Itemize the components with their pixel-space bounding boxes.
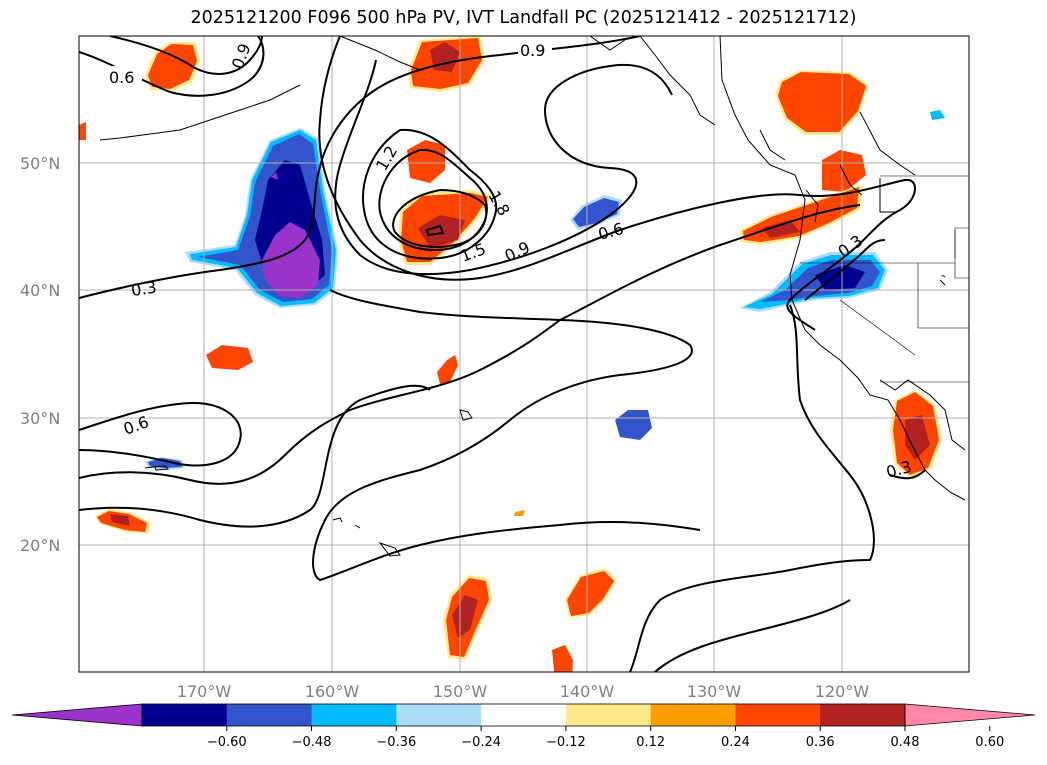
- anomaly-blob: [930, 110, 945, 120]
- contour-line: [109, 36, 263, 75]
- pv-contours: [79, 36, 926, 672]
- colorbar: −0.60 −0.48 −0.36 −0.24 −0.12 0.12 0.24 0.36 0.4…: [11, 703, 1036, 750]
- contour-line: [79, 36, 641, 299]
- colorbar-tick-label: −0.60: [207, 735, 247, 750]
- colorbar-cell: [481, 704, 567, 726]
- contour-line: [312, 289, 701, 582]
- lat-label: 30°N: [20, 409, 60, 428]
- lon-label: 130°W: [687, 682, 742, 701]
- anomaly-blob: [615, 410, 652, 440]
- contour-label: 0.9: [228, 41, 255, 71]
- anomaly-blob: [262, 222, 320, 298]
- anomaly-blob: [148, 458, 182, 468]
- colorbar-frame: [141, 703, 906, 727]
- contour-line: [79, 384, 431, 528]
- colorbar-tick-label: 0.48: [891, 735, 920, 750]
- anomaly-blob: [573, 198, 619, 227]
- colorbar-tick-label: −0.24: [461, 735, 501, 750]
- contour-line: [378, 148, 488, 252]
- lat-label: 20°N: [20, 536, 60, 555]
- lat-label: 50°N: [20, 154, 60, 173]
- contour-label: 0.6: [109, 68, 134, 87]
- contour-line: [654, 599, 851, 672]
- negative-anomaly-regions: [145, 110, 945, 470]
- lon-label: 160°W: [305, 682, 360, 701]
- anomaly-blob: [905, 415, 930, 460]
- contour-line: [629, 304, 875, 672]
- contour-line: [804, 239, 886, 301]
- longitude-labels: 170°W 160°W 150°W 140°W 130°W 120°W: [177, 682, 870, 701]
- colorbar-tick-label: −0.12: [546, 735, 586, 750]
- anomaly-blob: [437, 355, 458, 384]
- contour-label: 1.2: [372, 142, 401, 174]
- anomaly-blob: [148, 44, 197, 89]
- contour-label: 1.8: [485, 188, 514, 220]
- contour-line: [425, 224, 445, 237]
- colorbar-tick-label: −0.48: [292, 735, 332, 750]
- map-frame: [78, 35, 970, 673]
- colorbar-cell: [311, 704, 397, 726]
- colorbar-cell: [565, 704, 652, 726]
- anomaly-blob: [822, 150, 866, 192]
- contour-line: [334, 59, 673, 276]
- graticule: [79, 36, 969, 672]
- colorbar-extend-high: [904, 703, 1036, 727]
- anomaly-blob: [79, 122, 86, 140]
- map-content: 0.6 0.9 0.9 1.2 1.8 1.5 0.9 0.6 0.3 0.3 …: [79, 36, 969, 672]
- anomaly-blob: [815, 265, 865, 290]
- anomaly-blob: [552, 645, 573, 672]
- colorbar-cell: [226, 704, 313, 726]
- colorbar-cell: [142, 704, 228, 726]
- lon-label: 150°W: [433, 682, 488, 701]
- coastlines: [99, 36, 966, 557]
- colorbar-cell: [735, 704, 821, 726]
- anomaly-blob: [110, 514, 130, 526]
- colorbar-cell: [650, 704, 736, 726]
- latitude-labels: 50°N 40°N 30°N 20°N: [20, 154, 60, 555]
- anomaly-blob: [206, 345, 253, 370]
- anomaly-blob: [567, 571, 614, 616]
- colorbar-cell: [396, 704, 482, 726]
- colorbar-tick-label: −0.36: [376, 735, 416, 750]
- anomaly-blob: [514, 510, 525, 516]
- contour-label: 0.9: [520, 41, 545, 60]
- anomaly-blob: [778, 72, 866, 132]
- lon-label: 140°W: [560, 682, 615, 701]
- anomaly-blob: [452, 595, 478, 638]
- contour-line: [362, 128, 498, 260]
- colorbar-tick-label: 0.12: [636, 735, 665, 750]
- colorbar-extend-low: [11, 703, 143, 727]
- contour-line: [79, 401, 242, 467]
- colorbar-tick-label: 0.36: [806, 735, 835, 750]
- colorbar-tick-label: 0.60: [975, 735, 1004, 750]
- anomaly-blob: [407, 140, 445, 183]
- lat-label: 40°N: [20, 281, 60, 300]
- anomaly-blob: [271, 172, 278, 180]
- contour-line: [392, 189, 488, 248]
- contour-line: [889, 469, 926, 480]
- contour-label: 0.3: [130, 278, 158, 300]
- map-title: 2025121200 F096 500 hPa PV, IVT Landfall…: [190, 8, 857, 28]
- positive-anomaly-regions: [79, 36, 942, 672]
- lon-label: 170°W: [177, 682, 232, 701]
- anomaly-blob: [762, 220, 800, 238]
- colorbar-cell: [820, 704, 906, 726]
- contour-line: [79, 204, 861, 485]
- lon-label: 120°W: [815, 682, 870, 701]
- political-borders: [800, 175, 969, 383]
- colorbar-tick-label: 0.24: [721, 735, 750, 750]
